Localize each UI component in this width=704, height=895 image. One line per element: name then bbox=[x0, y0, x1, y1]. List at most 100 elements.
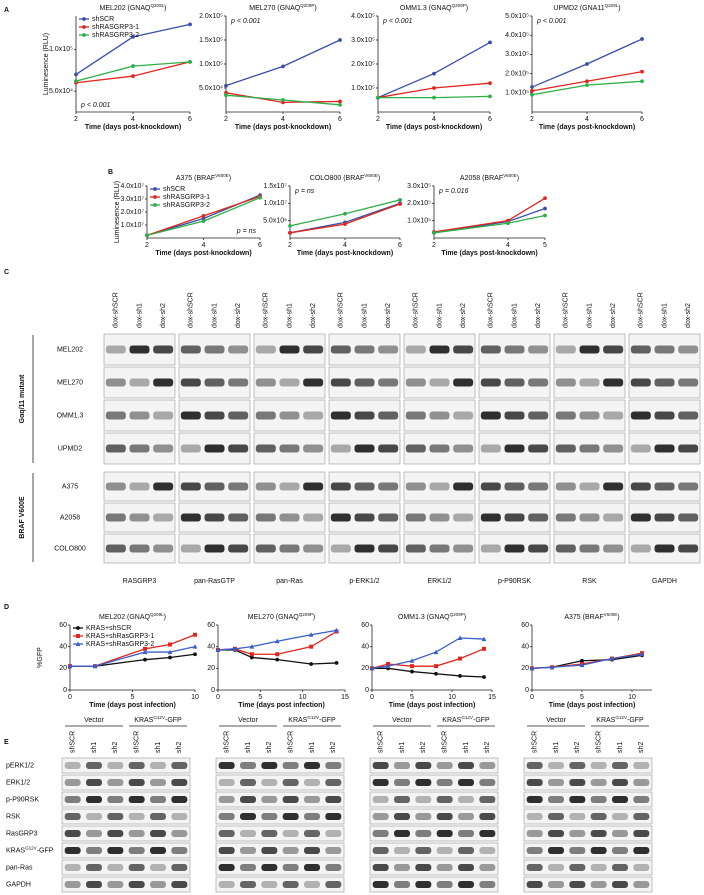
annotation: p = ns bbox=[236, 228, 257, 235]
blot-band bbox=[480, 544, 501, 553]
blot-band bbox=[279, 378, 300, 387]
blot-frame bbox=[369, 842, 499, 859]
marker bbox=[275, 657, 280, 662]
text-part: ) bbox=[164, 614, 166, 621]
superscript: G12V bbox=[25, 845, 38, 850]
superscript: V600E bbox=[503, 173, 517, 178]
blot-band bbox=[129, 544, 150, 553]
y-tick-label: 1.0x10⁷ bbox=[120, 222, 144, 229]
marker bbox=[585, 79, 589, 84]
marker bbox=[288, 230, 292, 235]
marker bbox=[585, 83, 589, 88]
blot-band bbox=[330, 444, 351, 453]
chart-title: MEL202 (GNAQQ209L) bbox=[100, 3, 167, 12]
blot-band bbox=[504, 482, 525, 491]
marker bbox=[433, 649, 439, 655]
panel-label: D bbox=[4, 604, 9, 611]
chart-title: MEL270 (GNAQQ209P) bbox=[248, 612, 315, 621]
blot-band bbox=[504, 411, 525, 420]
marker bbox=[338, 38, 342, 42]
blot-band bbox=[64, 796, 81, 803]
marker bbox=[488, 40, 492, 45]
superscript: V600E bbox=[364, 173, 378, 178]
chart-title: OMM1.3 (GNAQQ209P) bbox=[400, 3, 468, 12]
legend-label: shRASGRP3-1 bbox=[163, 194, 210, 201]
blot-band bbox=[107, 762, 124, 769]
blot-band bbox=[603, 378, 624, 387]
blot-band bbox=[394, 881, 410, 888]
blot-band bbox=[325, 796, 342, 803]
marker bbox=[131, 34, 135, 39]
blot-band bbox=[228, 544, 249, 553]
text-part: A375 (BRAF bbox=[564, 614, 603, 621]
blot-band bbox=[171, 881, 188, 888]
x-axis-label: Time (days post-knockdown) bbox=[441, 250, 537, 257]
blot-band bbox=[548, 813, 564, 820]
text-part: ) bbox=[517, 175, 519, 182]
marker bbox=[409, 658, 415, 663]
blot-band bbox=[612, 864, 628, 871]
marker bbox=[143, 646, 147, 651]
blot-band bbox=[378, 444, 399, 453]
blot-band bbox=[180, 513, 201, 522]
x-tick-label: 10 bbox=[628, 694, 636, 701]
blot-band bbox=[64, 813, 81, 820]
marker bbox=[193, 652, 197, 657]
blot-band bbox=[218, 762, 235, 769]
y-tick-label: 3.0x10⁵ bbox=[505, 51, 529, 58]
blot-band bbox=[405, 345, 426, 354]
chart-title: UPMD2 (GNA11Q209L) bbox=[553, 3, 620, 12]
group-label: Gαq/11 mutant bbox=[19, 374, 26, 423]
text-part: MEL270 (GNAQ bbox=[249, 5, 301, 12]
marker bbox=[334, 627, 339, 633]
text-part: -GFP bbox=[627, 717, 644, 724]
row-label: RasGRP3 bbox=[6, 830, 38, 837]
x-tick-label: 4 bbox=[202, 242, 206, 249]
blot-frame bbox=[61, 774, 191, 791]
superscript: Q209L bbox=[150, 3, 164, 8]
blot-band bbox=[330, 482, 351, 491]
blot-band bbox=[218, 796, 235, 803]
superscript: V600E bbox=[215, 173, 229, 178]
marker bbox=[215, 647, 221, 652]
blot-band bbox=[180, 482, 201, 491]
blot-band bbox=[107, 796, 124, 803]
marker bbox=[543, 196, 547, 201]
y-tick-label: 3.0x10⁷ bbox=[120, 196, 144, 203]
blot-band bbox=[282, 779, 299, 786]
blot-band bbox=[153, 482, 174, 491]
lane-label: dox-sh2 bbox=[310, 303, 317, 328]
blot-band bbox=[415, 796, 432, 803]
blot-band bbox=[633, 813, 650, 820]
x-tick-label: 2 bbox=[145, 242, 149, 249]
blot-band bbox=[479, 779, 496, 786]
chart-title: A2058 (BRAFV600E) bbox=[460, 173, 519, 182]
y-tick-label: 1.5x10⁷ bbox=[263, 183, 287, 190]
group-label: BRAF V600E bbox=[19, 496, 26, 539]
marker bbox=[369, 665, 375, 671]
blot-band bbox=[180, 544, 201, 553]
chart-title: COLO800 (BRAFV600E) bbox=[310, 173, 380, 182]
blot-band bbox=[150, 864, 166, 871]
x-tick-label: 6 bbox=[338, 116, 342, 123]
marker bbox=[201, 214, 206, 218]
blot-band bbox=[590, 864, 607, 871]
lane-label: dox-shSCR bbox=[563, 292, 570, 328]
y-axis-label: Luminesence (RLU) bbox=[114, 181, 121, 243]
y-tick-label: 40 bbox=[59, 644, 67, 651]
blot-band bbox=[436, 864, 453, 871]
y-tick-label: 40 bbox=[361, 644, 369, 651]
blot-band bbox=[405, 378, 426, 387]
y-tick-label: 1.0x10⁵ bbox=[49, 46, 73, 53]
lane-label: sh2 bbox=[638, 742, 645, 753]
blot-band bbox=[171, 847, 188, 854]
blot-frame bbox=[369, 825, 499, 842]
antibody-label: RASGRP3 bbox=[123, 578, 157, 585]
blot-band bbox=[279, 544, 300, 553]
marker bbox=[343, 211, 347, 216]
blot-frame bbox=[523, 774, 653, 791]
marker bbox=[145, 233, 149, 238]
blot-band bbox=[303, 411, 324, 420]
blot-band bbox=[480, 345, 501, 354]
marker bbox=[131, 74, 135, 79]
